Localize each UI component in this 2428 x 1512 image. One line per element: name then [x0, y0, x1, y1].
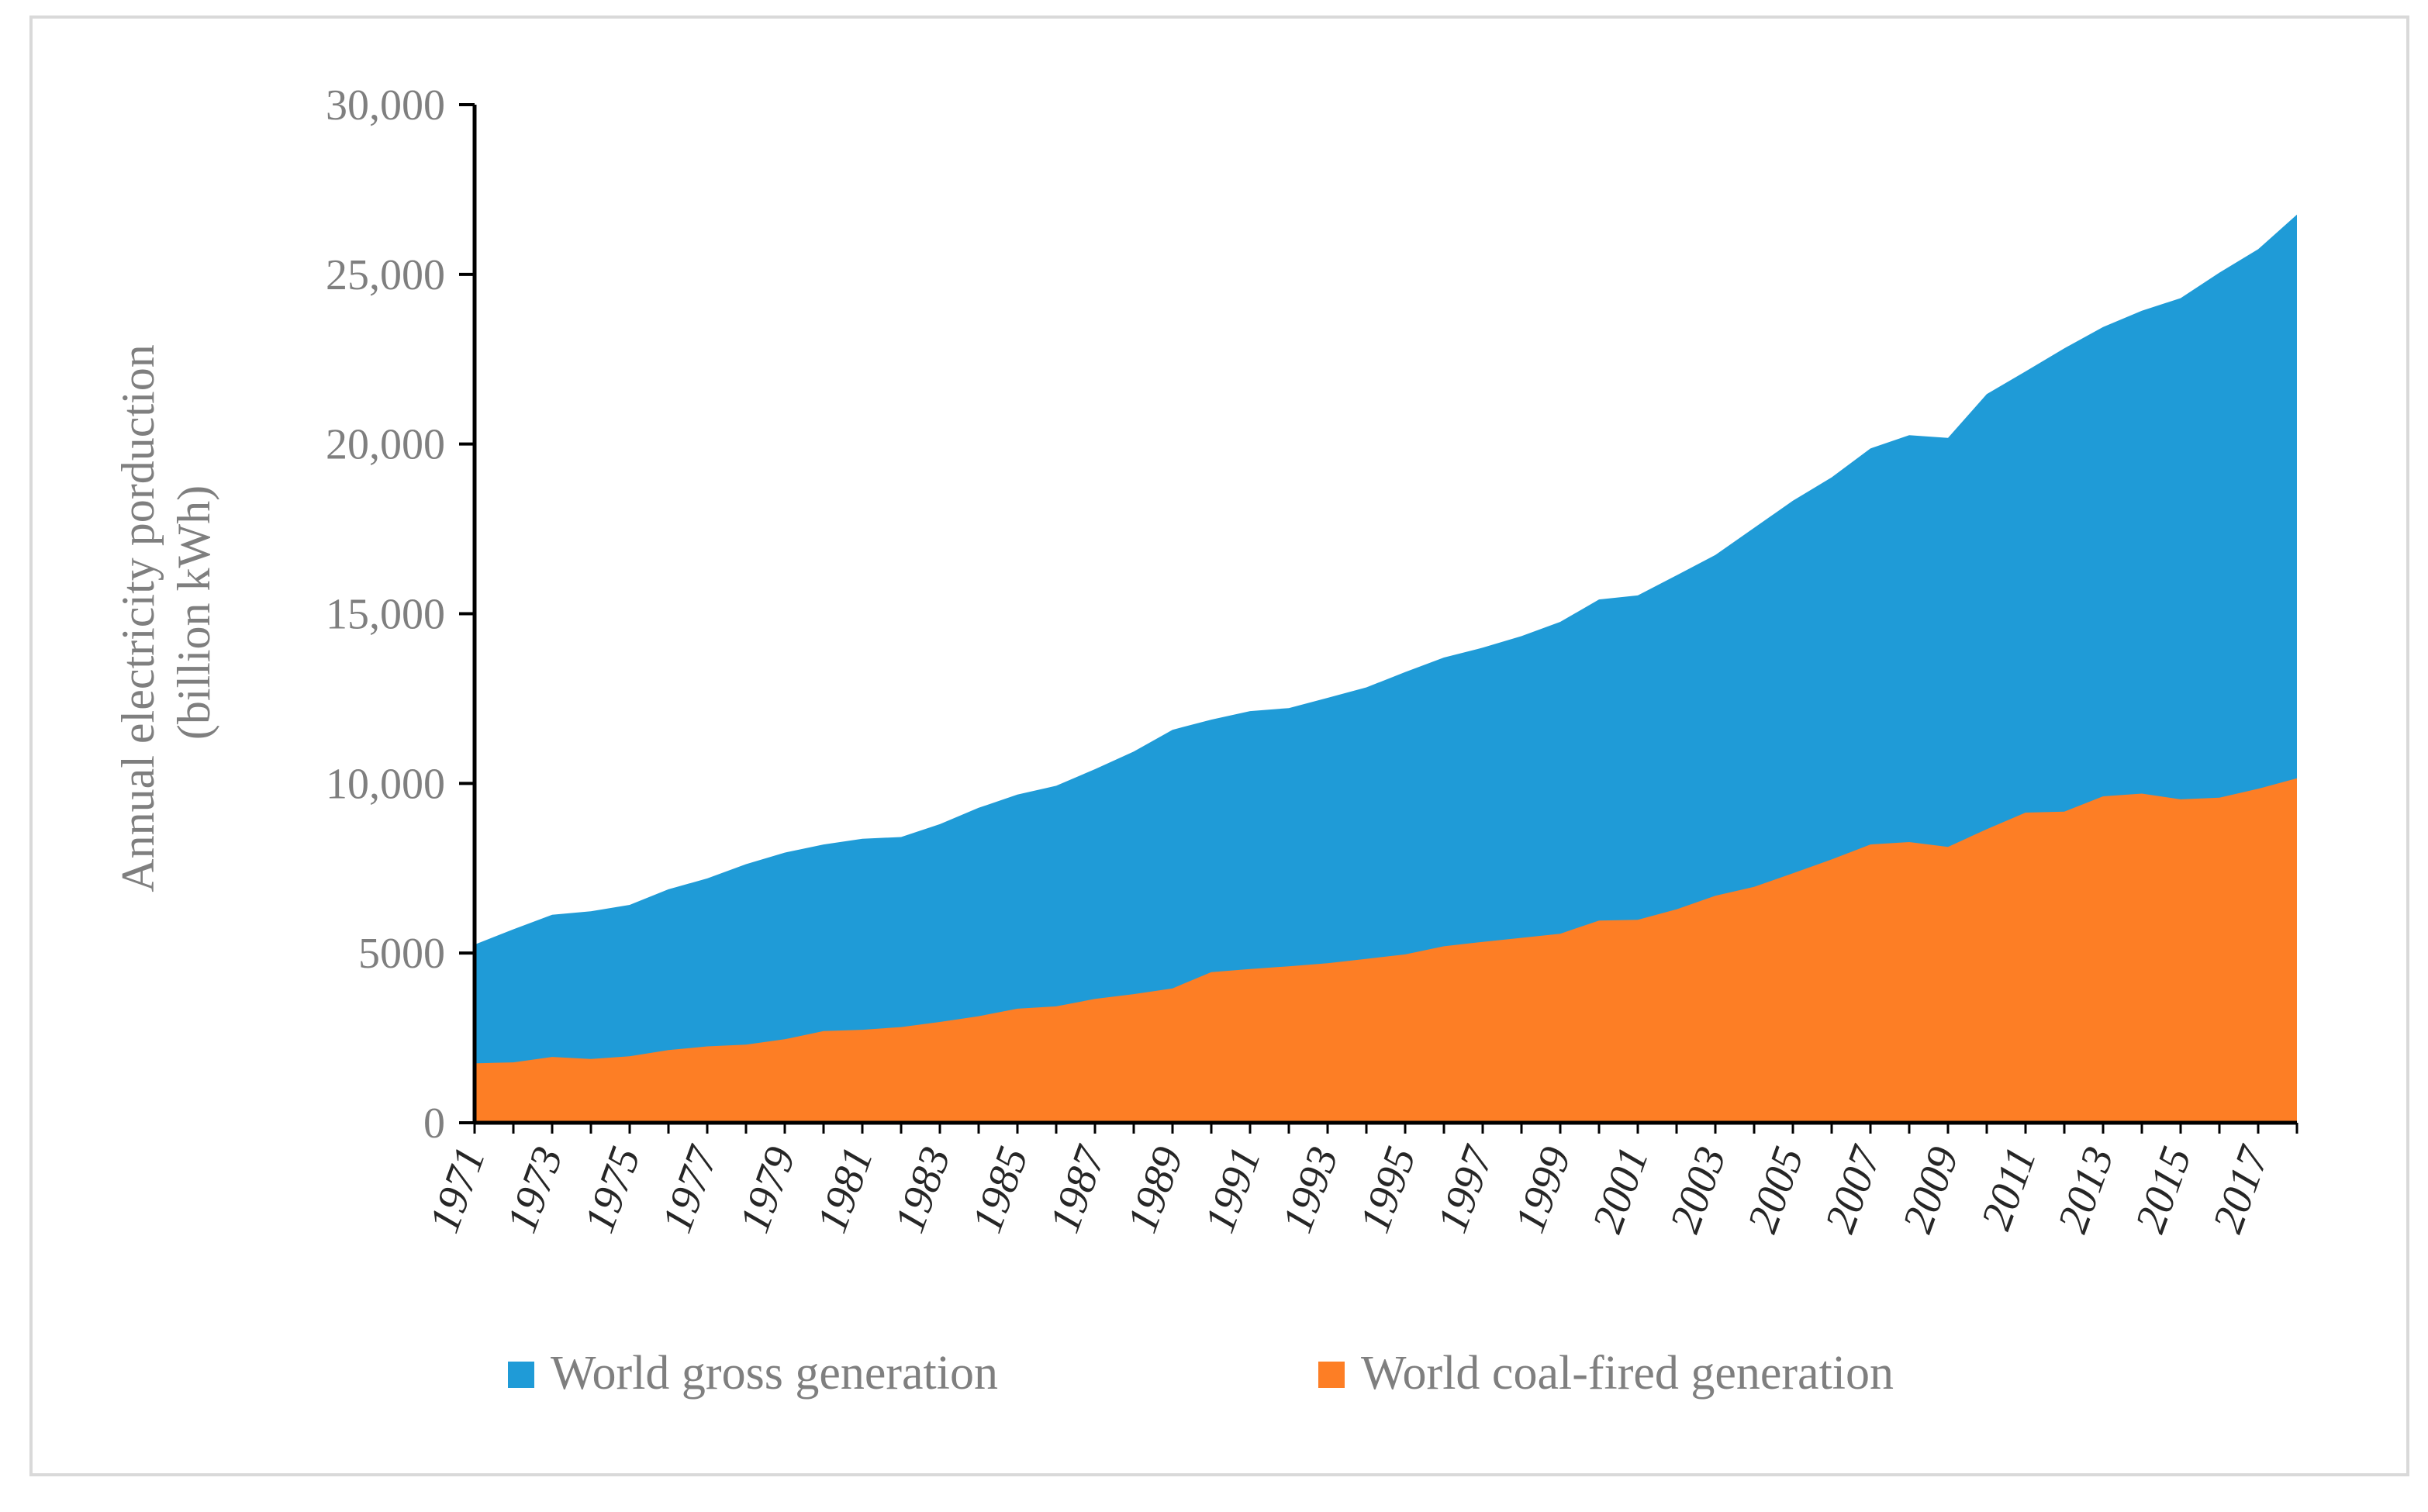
y-tick-label: 25,000	[326, 251, 445, 299]
legend-label-world-coal-fired-generation: World coal-fired generation	[1361, 1347, 1894, 1400]
y-tick-label: 20,000	[326, 421, 445, 469]
y-tick-label: 5000	[358, 930, 445, 978]
y-axis-label: Annual electricity porduction (billion k…	[112, 333, 219, 892]
legend-item-world-gross-generation: World gross generation	[508, 1347, 998, 1400]
y-tick-label: 10,000	[326, 760, 445, 808]
y-axis-label-line1: Annual electricity porduction	[112, 344, 164, 892]
legend-swatch-world-coal-fired-generation	[1318, 1362, 1345, 1388]
area-world-coal-fired-generation	[475, 778, 2297, 1123]
legend-swatch-world-gross-generation	[508, 1362, 534, 1388]
y-axis-label-line2: (billion kWh)	[168, 485, 219, 740]
y-tick-label: 15,000	[326, 591, 445, 639]
legend-label-world-gross-generation: World gross generation	[551, 1347, 998, 1400]
plot-area	[475, 214, 2297, 1123]
y-ticks: 0 5000 10,000 15,000 20,000 25,000 30,000	[326, 81, 475, 1148]
y-tick-label: 0	[423, 1099, 445, 1148]
legend-item-world-coal-fired-generation: World coal-fired generation	[1318, 1347, 1894, 1400]
y-tick-label: 30,000	[326, 81, 445, 129]
legend: World gross generation World coal-fired …	[508, 1347, 1894, 1400]
